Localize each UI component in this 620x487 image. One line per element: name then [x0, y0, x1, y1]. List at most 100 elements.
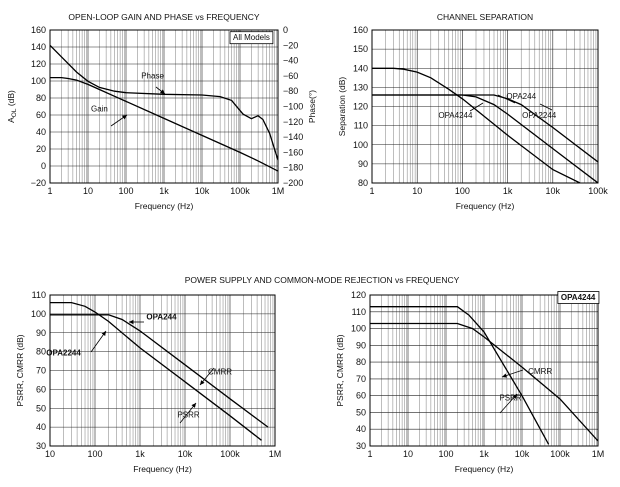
x-tick-label: 1	[367, 449, 372, 459]
x-tick-label: 100k	[588, 186, 608, 196]
y-tick-label: 0	[41, 161, 46, 171]
y-tick-label: −20	[31, 178, 46, 188]
x-tick-label: 10	[83, 186, 93, 196]
plot-frame	[49, 29, 279, 184]
x-tick-label: 1k	[159, 186, 169, 196]
y-tick-label: 110	[352, 307, 366, 317]
y2-tick-label: −180	[283, 163, 303, 173]
x-tick-label: 100k	[220, 449, 240, 459]
x-tick-label: 100	[118, 186, 133, 196]
chart-title: OPEN-LOOP GAIN AND PHASE vs FREQUENCY	[68, 12, 259, 22]
annotation-label: OPA2244	[46, 348, 81, 357]
series-line-opa244	[372, 94, 598, 183]
leader-arrowhead	[512, 394, 517, 399]
leader-arrowhead	[160, 89, 165, 94]
x-tick-label: 1	[369, 186, 374, 196]
y-tick-label: 150	[353, 44, 368, 54]
y2-tick-label: −60	[283, 71, 298, 81]
x-axis-label: Frequency (Hz)	[135, 201, 194, 211]
x-tick-label: 1M	[269, 449, 282, 459]
series-line-gain	[50, 76, 278, 172]
y-axis-label: AOL (dB)	[6, 90, 18, 123]
y-tick-label: 100	[351, 324, 366, 334]
chart-c4: 1 10 100 1k 10k 100k 1M30405060708090100110120…	[335, 290, 604, 474]
annotation-label: All Models	[233, 33, 270, 42]
y-tick-label: 70	[36, 366, 46, 376]
x-tick-label: 10	[412, 186, 422, 196]
annotation-label: OPA4244	[561, 293, 596, 302]
y-tick-label: 80	[358, 178, 368, 188]
y-tick-label: 80	[356, 357, 366, 367]
leader-arrowhead	[129, 319, 134, 325]
y-tick-label: 140	[353, 63, 368, 73]
y-tick-label: 100	[353, 140, 368, 150]
x-tick-label: 10k	[515, 449, 530, 459]
y-tick-label: 160	[31, 25, 46, 35]
y-tick-label: 120	[31, 59, 46, 69]
y-tick-label: 110	[354, 121, 368, 131]
series-line-opa2244	[372, 94, 598, 163]
leader-arrowhead	[200, 380, 205, 385]
y-tick-label: 70	[356, 374, 366, 384]
y-tick-label: 40	[36, 127, 46, 137]
y2-tick-label: −140	[283, 132, 303, 142]
y2-tick-label: −80	[283, 86, 298, 96]
y2-tick-label: −120	[283, 117, 303, 127]
x-tick-label: 10k	[546, 186, 561, 196]
y-tick-label: 50	[36, 403, 46, 413]
x-tick-label: 100	[87, 449, 102, 459]
y2-tick-label: −20	[283, 40, 298, 50]
series-line-psrr	[370, 306, 550, 445]
y-tick-label: 120	[351, 290, 366, 300]
series-line-opa4244	[372, 67, 581, 183]
y-tick-label: 120	[353, 102, 368, 112]
chart-c1: 1 10 100 1k 10k 100k 1M−2002040608010012014016…	[6, 12, 317, 211]
plot-frame	[371, 29, 599, 184]
y-tick-label: 50	[356, 407, 366, 417]
x-tick-label: 1	[47, 186, 52, 196]
annotation-label: PSRR	[177, 411, 199, 420]
leader-arrowhead	[122, 115, 127, 120]
y-tick-label: 90	[356, 340, 366, 350]
y2-tick-label: −160	[283, 147, 303, 157]
annotation-label: CMRR	[208, 367, 232, 376]
leader-arrowhead	[502, 373, 507, 378]
chart-title: CHANNEL SEPARATION	[437, 12, 533, 22]
x-tick-label: 1k	[479, 449, 489, 459]
x-tick-label: 10	[45, 449, 55, 459]
y-tick-label: 20	[36, 144, 46, 154]
y-tick-label: 110	[32, 290, 46, 300]
y-tick-label: 40	[36, 422, 46, 432]
y-axis-label: PSRR, CMRR (dB)	[335, 334, 345, 406]
annotation-label: OPA244	[146, 313, 177, 322]
x-tick-label: 10	[403, 449, 413, 459]
y-tick-label: 30	[356, 441, 366, 451]
annotation-box	[557, 291, 600, 304]
y2-tick-label: −40	[283, 56, 298, 66]
x-tick-label: 1M	[272, 186, 285, 196]
y-tick-label: 140	[31, 42, 46, 52]
x-tick-label: 100	[438, 449, 453, 459]
x-tick-label: 10k	[178, 449, 193, 459]
y-tick-label: 60	[36, 110, 46, 120]
x-tick-label: 1M	[592, 449, 605, 459]
y-tick-label: 160	[353, 25, 368, 35]
annotation-label: OPA244	[506, 92, 536, 101]
annotation-box	[229, 31, 274, 45]
y-tick-label: 100	[31, 76, 46, 86]
y-tick-label: 130	[353, 82, 368, 92]
x-axis-label: Frequency (Hz)	[133, 464, 192, 474]
annotation-label: CMRR	[528, 367, 552, 376]
series-line-cmrr	[50, 301, 262, 441]
chart-c3: 10 100 1k 10k 100k 1M 30 40 50 60 70 80 90 100 110 Freq…	[15, 290, 281, 474]
chart-c2: 1 10 100 1k 10k 100k8090100110120130140150160…	[337, 12, 608, 211]
y-tick-label: 60	[36, 384, 46, 394]
y2-tick-label: 0	[283, 25, 288, 35]
annotation-label: PSRR	[499, 394, 521, 403]
leader-line	[497, 94, 516, 104]
x-tick-label: 100k	[230, 186, 250, 196]
y-tick-label: 90	[358, 159, 368, 169]
y-tick-label: 60	[356, 391, 366, 401]
annotation-label: OPA4244	[438, 111, 473, 120]
